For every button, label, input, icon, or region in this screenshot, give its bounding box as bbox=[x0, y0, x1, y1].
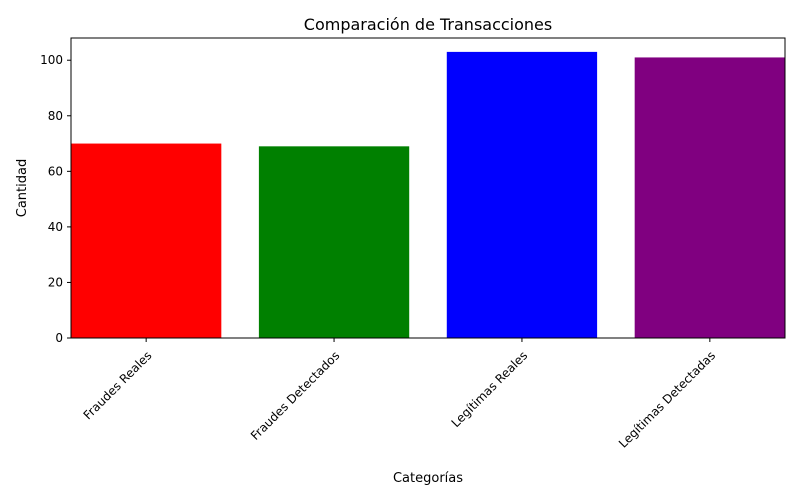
bar bbox=[71, 143, 222, 338]
bar bbox=[446, 51, 598, 338]
y-tick-label: 60 bbox=[48, 164, 63, 178]
x-tick-label: Fraudes Detectados bbox=[248, 348, 342, 442]
y-tick-label: 0 bbox=[55, 331, 63, 345]
x-axis: Fraudes Reales Fraudes Detectados Legítima… bbox=[81, 338, 718, 451]
bar bbox=[258, 146, 410, 338]
y-tick-label: 80 bbox=[48, 109, 63, 123]
x-tick-label: Legítimas Reales bbox=[449, 348, 531, 430]
plot-frame bbox=[70, 37, 786, 339]
bar bbox=[634, 57, 785, 338]
chart-title: Comparación de Transacciones bbox=[304, 15, 552, 34]
y-tick-label: 20 bbox=[48, 275, 63, 289]
bars-group bbox=[71, 51, 785, 338]
y-axis-label: Cantidad bbox=[15, 159, 30, 217]
y-tick-label: 100 bbox=[40, 53, 63, 67]
x-tick-label: Legítimas Detectadas bbox=[616, 348, 718, 450]
y-tick-label: 40 bbox=[48, 220, 63, 234]
y-axis: 0 20 40 60 80 100 bbox=[40, 53, 71, 345]
x-axis-label: Categorías bbox=[393, 471, 463, 486]
x-tick-label: Fraudes Reales bbox=[81, 348, 155, 422]
